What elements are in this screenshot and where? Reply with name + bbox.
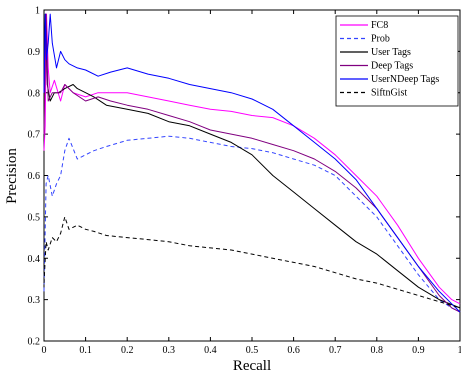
legend-entry: SiftnGist (371, 88, 407, 99)
y-tick-label: 0.9 (28, 47, 41, 58)
x-tick-label: 0.1 (79, 345, 92, 356)
x-axis-ticks: 0 0.1 0.2 0.3 0.4 0.5 0.6 0.7 0.8 0.9 1 (42, 10, 461, 356)
series-line-5 (43, 216, 461, 309)
legend: FC8 Prob User Tags Deep Tags UserNDeep Tags S… (335, 15, 459, 107)
legend-entry: Prob (371, 34, 390, 45)
x-axis-label: Recall (233, 358, 271, 374)
x-tick-label: 0.5 (246, 345, 259, 356)
x-tick-label: 0.3 (163, 345, 176, 356)
x-tick-label: 0 (42, 345, 47, 356)
legend-entry: Deep Tags (371, 61, 413, 72)
legend-entry: User Tags (371, 47, 411, 58)
x-tick-label: 0.9 (412, 345, 425, 356)
y-tick-label: 0.6 (28, 171, 41, 182)
y-axis-label: Precision (4, 148, 20, 204)
y-axis-ticks: 0.2 0.3 0.4 0.5 0.6 0.7 0.8 0.9 1 (28, 6, 460, 348)
y-tick-label: 0.3 (28, 295, 41, 306)
y-tick-label: 0.5 (28, 212, 41, 223)
x-tick-label: 0.7 (329, 345, 342, 356)
x-tick-label: 1 (458, 345, 461, 356)
y-tick-label: 0.8 (28, 88, 41, 99)
y-tick-label: 0.7 (28, 130, 41, 141)
legend-entry: FC8 (371, 20, 388, 31)
series-line-4 (43, 13, 461, 313)
legend-box (335, 15, 459, 107)
y-tick-label: 1 (35, 6, 40, 17)
y-tick-label: 0.4 (28, 254, 41, 265)
series-line-1 (43, 135, 461, 313)
x-tick-label: 0.8 (371, 345, 384, 356)
legend-entry: UserNDeep Tags (371, 74, 439, 85)
y-tick-label: 0.2 (28, 337, 41, 348)
series-lines (43, 13, 461, 313)
x-tick-label: 0.4 (204, 345, 217, 356)
series-line-0 (43, 13, 461, 305)
x-tick-label: 0.6 (287, 345, 300, 356)
x-tick-label: 0.2 (121, 345, 134, 356)
